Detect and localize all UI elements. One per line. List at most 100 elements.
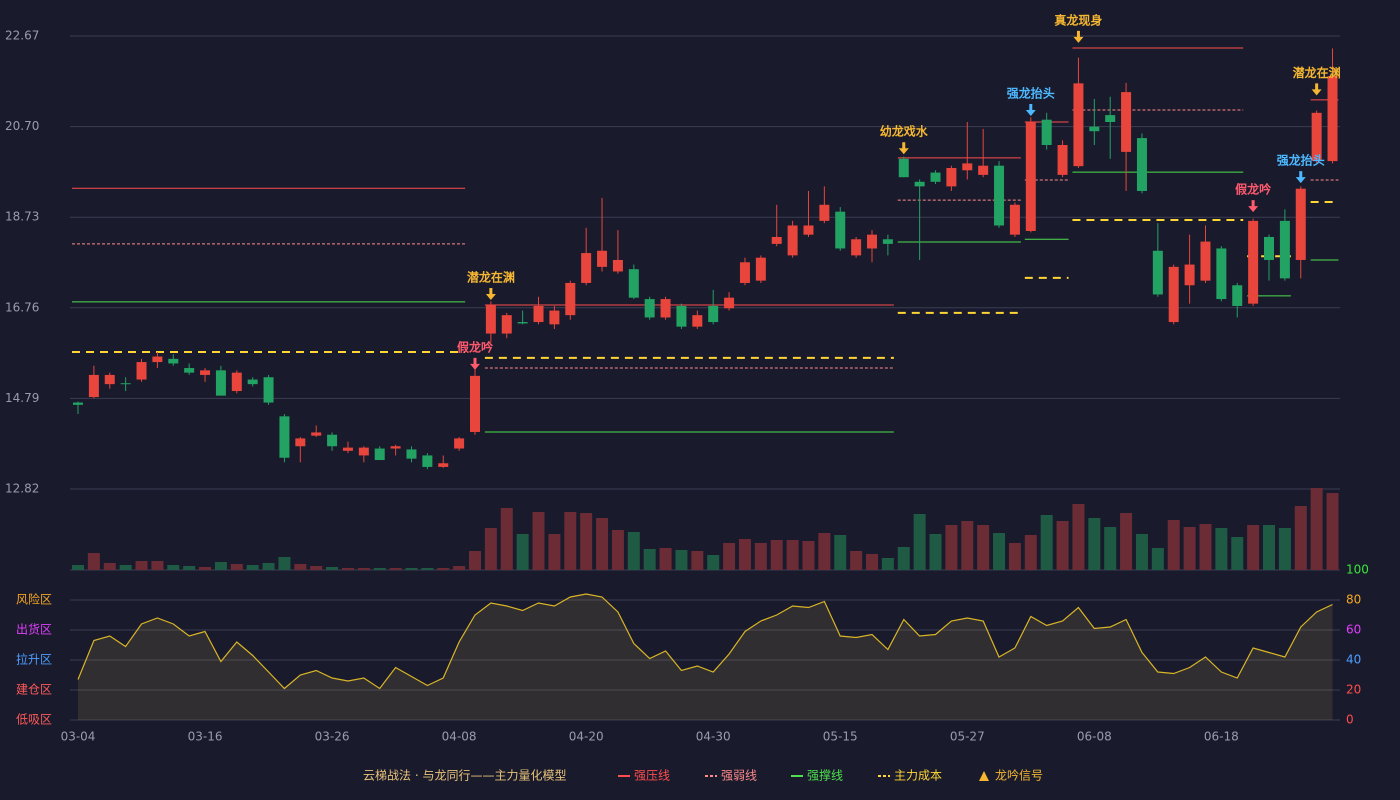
candle-body — [263, 377, 274, 403]
volume-bar — [278, 557, 291, 570]
volume-bar — [103, 563, 116, 570]
signal-label: 假龙吟 — [457, 339, 493, 354]
candle-body — [1295, 188, 1306, 260]
candle-body — [1041, 119, 1052, 145]
candle-body — [612, 259, 623, 272]
signal-arrow — [485, 287, 496, 300]
volume-bar — [357, 568, 370, 570]
volume-bar — [437, 568, 450, 570]
volume-bar — [723, 543, 736, 570]
y-tick-label: 18.73 — [5, 210, 39, 224]
candle-body — [1279, 220, 1290, 279]
x-tick-label: 04-08 — [442, 730, 477, 744]
zone-label: 出货区 — [16, 622, 52, 637]
candle-body — [851, 239, 862, 256]
candle-body — [978, 165, 989, 175]
volume-bar — [1056, 521, 1069, 570]
volume-bar — [1120, 513, 1133, 570]
candle-body — [724, 297, 735, 309]
candle-body — [549, 310, 560, 325]
candle-body — [692, 315, 703, 327]
volume-bar — [341, 568, 354, 570]
volume-bar — [564, 512, 577, 570]
y-tick-label: 16.76 — [5, 300, 39, 314]
volume-bar — [500, 508, 513, 570]
candle-body — [1216, 248, 1227, 300]
volume-bar — [834, 535, 847, 570]
signal-arrow — [1248, 200, 1259, 213]
volume-bar — [1278, 528, 1291, 570]
candle-body — [803, 225, 814, 235]
candle-body — [104, 374, 115, 385]
volume-bar — [1008, 543, 1021, 570]
volume-bar — [373, 568, 386, 570]
x-tick-label: 05-15 — [823, 730, 858, 744]
candle-body — [676, 305, 687, 327]
volume-bar — [643, 549, 656, 570]
candle-body — [1121, 92, 1132, 152]
zone-label: 风险区 — [16, 592, 52, 607]
x-tick-label: 04-20 — [569, 730, 604, 744]
candle-body — [533, 305, 544, 323]
volume-bar — [961, 521, 974, 570]
legend-label: 强撑线 — [807, 768, 843, 783]
candle-body — [660, 299, 671, 318]
volume-bar — [294, 564, 307, 570]
volume-bar — [1247, 525, 1260, 570]
candle-body — [470, 375, 480, 432]
candle-body — [739, 262, 750, 283]
y2-tick-label: 20 — [1346, 683, 1361, 697]
y2-tick-label: 60 — [1346, 623, 1361, 637]
legend-swatch — [979, 771, 989, 781]
signal-label: 假龙吟 — [1235, 182, 1271, 197]
volume-bar — [1310, 488, 1323, 570]
legend-label: 主力成本 — [894, 769, 942, 783]
volume-bar — [1183, 527, 1196, 570]
candle-body — [279, 416, 290, 458]
volume-bar — [802, 541, 815, 570]
legend-label: 强弱线 — [721, 769, 757, 783]
candle-body — [898, 158, 909, 178]
volume-bar — [389, 568, 402, 570]
volume-bar — [1151, 548, 1164, 570]
candle-body — [517, 322, 528, 324]
zone-label: 低吸区 — [16, 713, 52, 727]
volume-bar — [977, 525, 990, 570]
volume-bar — [929, 534, 942, 570]
candle-body — [1136, 138, 1147, 191]
volume-bar — [993, 533, 1006, 570]
signal-label: 强龙抬头 — [1007, 86, 1055, 101]
candle-body — [914, 181, 925, 187]
candle-body — [930, 172, 941, 182]
volume-bar — [405, 568, 418, 570]
candle-body — [184, 368, 195, 373]
volume-bar — [691, 551, 704, 570]
volume-bar — [421, 568, 434, 570]
signal-label: 潜龙在渊 — [1293, 65, 1341, 80]
candle-body — [1248, 220, 1259, 304]
volume-bar — [1231, 537, 1244, 570]
legend-label: 龙吟信号 — [995, 768, 1043, 783]
candle-body — [454, 438, 465, 449]
volume-bar — [310, 566, 323, 570]
candle-body — [708, 305, 719, 323]
volume-bar — [675, 550, 688, 570]
y-tick-label: 12.82 — [5, 482, 39, 496]
candle-body — [1105, 115, 1116, 123]
candle-body — [755, 257, 766, 281]
candle-body — [73, 402, 83, 405]
x-tick-label: 03-16 — [188, 730, 223, 744]
candle-body — [152, 356, 163, 363]
volume-bar — [326, 567, 339, 570]
volume-bar — [1167, 520, 1180, 570]
signal-arrow — [1295, 171, 1306, 184]
signal-arrow — [1311, 83, 1322, 96]
volume-bar — [167, 565, 180, 570]
candle-body — [1264, 236, 1274, 260]
candle-body — [136, 362, 147, 380]
y2-tick-label: 0 — [1346, 713, 1354, 727]
y2-tick-label: 40 — [1346, 653, 1361, 667]
signal-label: 真龙现身 — [1054, 12, 1102, 27]
candle-body — [628, 269, 639, 298]
